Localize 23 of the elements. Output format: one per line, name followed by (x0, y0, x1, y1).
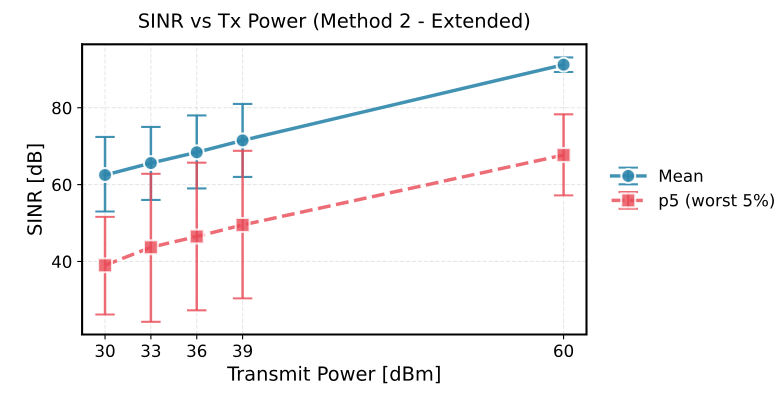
legend-label: Mean (660, 170, 702, 182)
x-tick-label: 60 (554, 344, 574, 358)
x-tick-label: 36 (187, 344, 206, 358)
y-tick-label: 40 (52, 255, 72, 268)
point (556, 147, 572, 164)
x-axis-title: Transmit Power [dBm] (227, 366, 440, 384)
point (188, 144, 205, 160)
point (188, 228, 205, 244)
x-tick-label: 39 (233, 344, 252, 358)
point (142, 239, 159, 256)
chart-title: SINR vs Tx Power (Method 2 - Extended) (139, 12, 530, 30)
y-axis-title: SINR [dB] (26, 144, 44, 235)
point (97, 167, 114, 183)
point (234, 216, 251, 233)
legend-label: p5 (worst 5%) (660, 194, 774, 210)
y-tick-label: 80 (52, 102, 72, 114)
y-tick-label: 60 (52, 178, 72, 192)
point (234, 132, 251, 148)
point (142, 155, 159, 172)
point (97, 257, 114, 274)
x-tick-label: 33 (142, 344, 160, 358)
x-tick-label: 30 (96, 344, 115, 358)
point (556, 56, 572, 73)
